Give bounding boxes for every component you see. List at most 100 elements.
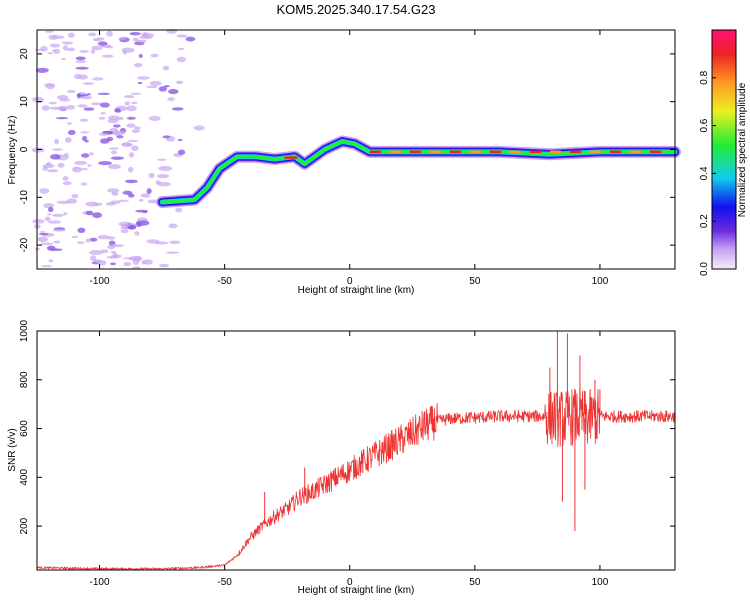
noise-blob (37, 236, 49, 243)
snr-x-tick-label: -100 (90, 577, 110, 588)
noise-blob (92, 37, 101, 42)
noise-blob (66, 122, 72, 125)
noise-blob (142, 259, 154, 265)
noise-blob (168, 223, 178, 229)
noise-blob (107, 244, 116, 250)
noise-blob (61, 58, 67, 61)
noise-blob (106, 136, 114, 142)
noise-blob (52, 229, 66, 232)
noise-blob (122, 257, 136, 260)
noise-blob (107, 164, 121, 170)
spectrogram-y-tick-label: 10 (19, 96, 30, 108)
noise-blob (85, 238, 91, 243)
noise-blob (116, 135, 124, 139)
noise-blob (127, 224, 137, 230)
spectrogram-x-tick-label: 0 (347, 276, 353, 287)
noise-blob (77, 104, 88, 108)
noise-blob (87, 164, 92, 167)
noise-blob (32, 219, 45, 224)
noise-blob (140, 193, 151, 198)
noise-blob (97, 92, 110, 96)
noise-blob (113, 130, 121, 136)
noise-blob (132, 37, 139, 42)
noise-blob (114, 108, 121, 112)
noise-blob (177, 138, 183, 142)
noise-blob (41, 264, 52, 268)
noise-blob (93, 259, 103, 263)
spectrogram-y-tick-label: 0 (19, 146, 30, 152)
spectrogram-x-tick-label: 50 (469, 276, 481, 287)
colorbar-tick-label: 0.0 (699, 262, 710, 276)
noise-blob (156, 158, 167, 161)
colorbar-gradient (711, 29, 737, 270)
noise-blob (52, 35, 65, 40)
colorbar-ticks: 0.0 0.2 0.4 0.6 0.8 (699, 70, 716, 276)
noise-blob (90, 102, 102, 106)
noise-blob (63, 212, 68, 216)
noise-blob (137, 81, 143, 85)
noise-blob (148, 172, 155, 179)
noise-blob (31, 147, 45, 153)
colorbar-tick-label: 0.6 (699, 118, 710, 132)
noise-blob (84, 139, 89, 143)
noise-blob (164, 84, 170, 88)
noise-blob (124, 101, 130, 106)
noise-blob (101, 54, 114, 58)
noise-blob (66, 104, 76, 110)
noise-blob (175, 207, 183, 213)
noise-blob (157, 181, 171, 187)
noise-blob (66, 47, 76, 52)
noise-blob (167, 97, 175, 102)
noise-blob (105, 201, 116, 206)
noise-blob (168, 88, 179, 95)
noise-blob (64, 137, 72, 143)
noise-blob (76, 241, 85, 245)
noise-blob (92, 212, 102, 219)
noise-blob (110, 150, 117, 155)
snr-y-tick-label: 600 (19, 420, 30, 437)
noise-blob (149, 80, 162, 86)
snr-x-tick-label: 100 (592, 577, 609, 588)
noise-blob (118, 221, 132, 227)
noise-blob (122, 262, 132, 267)
noise-blob (137, 39, 147, 43)
noise-blob (41, 105, 50, 111)
noise-blob (51, 213, 64, 217)
noise-blob (85, 210, 94, 216)
noise-blob (48, 220, 62, 224)
noise-blob (47, 52, 54, 55)
noise-blob (122, 190, 133, 195)
noise-blob (89, 237, 98, 242)
noise-blob (67, 89, 76, 93)
spectrogram-x-tick-label: -100 (90, 276, 110, 287)
noise-blob (75, 56, 86, 61)
noise-blob (53, 240, 61, 244)
noise-blob (97, 234, 110, 240)
noise-blob (34, 48, 46, 51)
snr-frame (36, 330, 676, 571)
noise-blob (132, 266, 141, 269)
noise-blob (91, 45, 103, 51)
noise-blob (73, 73, 82, 80)
noise-blob (89, 152, 94, 156)
noise-blob (158, 86, 168, 92)
noise-blob (158, 165, 173, 172)
colorbar-tick-label: 0.8 (699, 70, 710, 84)
noise-blob (71, 194, 79, 199)
noise-blob (126, 116, 136, 120)
noise-blob (154, 241, 169, 245)
noise-blob (138, 53, 143, 58)
noise-blob (74, 160, 88, 165)
noise-blob (176, 34, 188, 38)
noise-blob (87, 32, 97, 37)
snr-y-tick-label: 200 (19, 517, 30, 534)
noise-blob (45, 83, 55, 90)
noise-blob (86, 93, 91, 96)
snr-panel: -100 -50 0 50 100 200 400 600 800 1000 Height of… (7, 319, 676, 596)
spectrogram-x-ticks: -100 -50 0 50 100 (90, 30, 609, 287)
noise-blob (100, 112, 106, 115)
noise-blob (79, 50, 90, 53)
noise-blob (76, 94, 89, 97)
